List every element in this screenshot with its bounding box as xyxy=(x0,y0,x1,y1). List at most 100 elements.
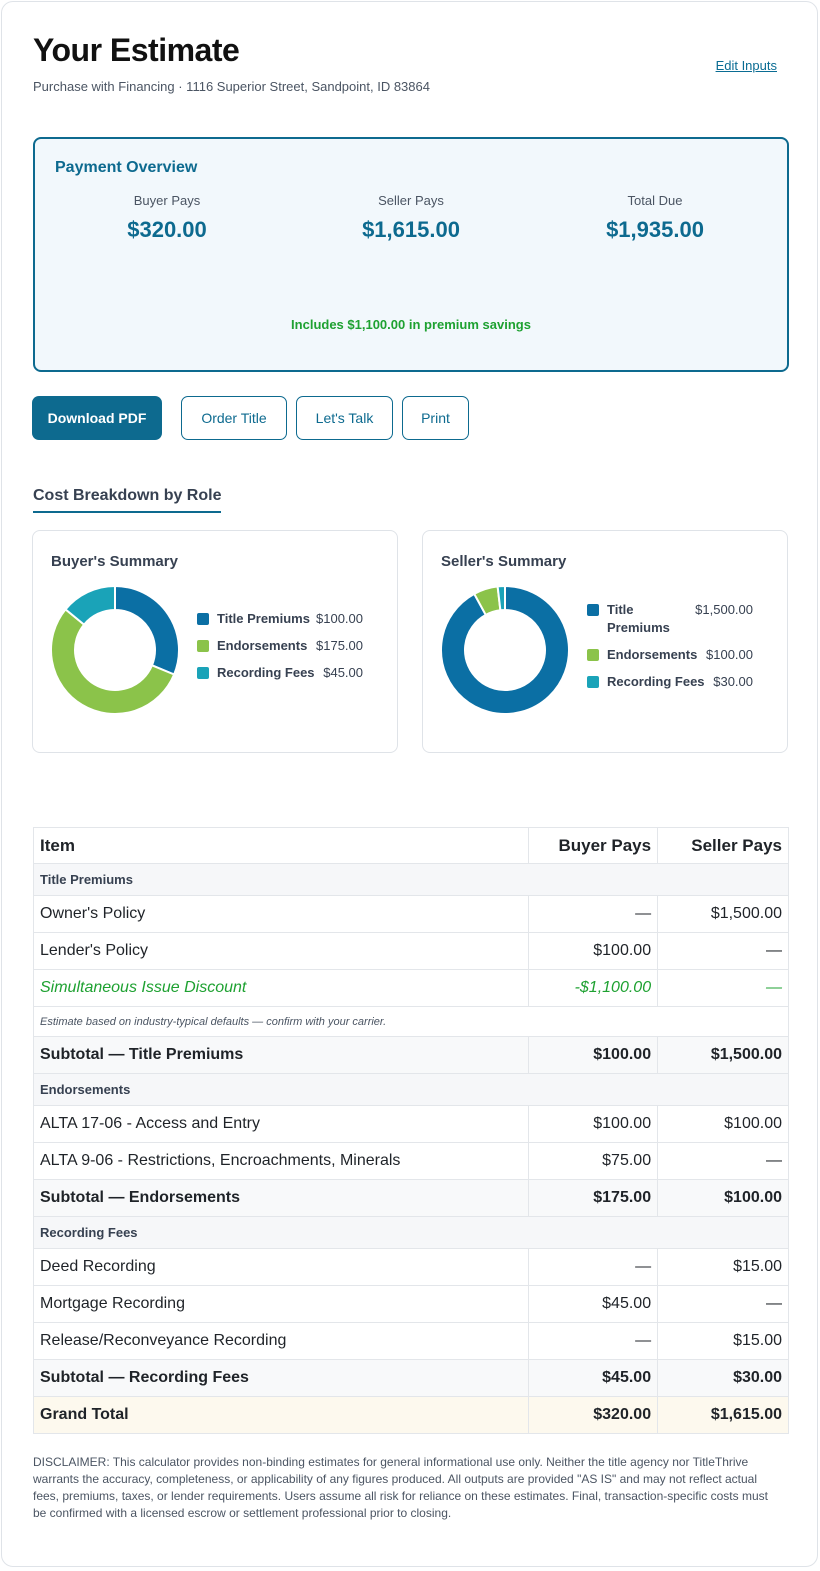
group-title: Endorsements xyxy=(33,1073,789,1106)
legend-swatch xyxy=(197,640,209,652)
stat-value: $1,615.00 xyxy=(362,217,460,242)
item-cell: Grand Total xyxy=(32,1396,530,1434)
legend-label: Recording Fees xyxy=(217,665,315,680)
legend-value: $1,500.00 xyxy=(695,602,753,617)
seller-cell: $100.00 xyxy=(657,1105,789,1143)
total-due-stat: Total Due $1,935.00 xyxy=(535,193,775,243)
seller-cell: $15.00 xyxy=(657,1322,789,1360)
header-seller-pays: Seller Pays xyxy=(657,827,789,864)
page-subtitle: Purchase with Financing · 1116 Superior … xyxy=(33,79,430,94)
seller-summary-title: Seller's Summary xyxy=(441,553,567,570)
savings-note: Includes $1,100.00 in premium savings xyxy=(291,317,531,332)
order-title-button[interactable]: Order Title xyxy=(181,396,287,440)
legend-value: $100.00 xyxy=(706,647,753,662)
group-title: Title Premiums xyxy=(33,863,789,896)
buyer-cell: $45.00 xyxy=(528,1359,659,1397)
payment-overview: Payment Overview Buyer Pays $320.00 Sell… xyxy=(33,137,789,372)
legend-value: $100.00 xyxy=(316,611,363,626)
legend-swatch xyxy=(587,649,599,661)
stat-label: Total Due xyxy=(627,193,683,208)
legend-recording-fees: Recording Fees xyxy=(587,673,705,691)
seller-summary-card: Seller's Summary Title Premiums $1,500.0… xyxy=(422,530,788,753)
legend-title-premiums: Title Premiums xyxy=(587,601,670,637)
seller-cell: — xyxy=(657,932,789,970)
disclaimer-text: DISCLAIMER: This calculator provides non… xyxy=(33,1455,768,1520)
tab-cost-breakdown[interactable]: Cost Breakdown by Role xyxy=(33,487,222,513)
subtotal-row: Subtotal — Title Premiums $100.00 $1,500… xyxy=(32,1036,789,1074)
legend-swatch xyxy=(587,676,599,688)
item-cell: Lender's Policy xyxy=(32,932,530,970)
legend-label: Title Premiums xyxy=(217,611,310,626)
seller-cell: $1,615.00 xyxy=(657,1396,789,1434)
stat-value: $1,935.00 xyxy=(606,217,704,242)
table-row: Release/Reconveyance Recording — $15.00 xyxy=(32,1322,789,1360)
donut-slice-recording-fees xyxy=(64,586,116,627)
item-cell: Owner's Policy xyxy=(32,895,530,933)
legend-value: $30.00 xyxy=(713,674,753,689)
seller-cell: $30.00 xyxy=(657,1359,789,1397)
group-title: Recording Fees xyxy=(33,1216,789,1249)
buyer-cell: -$1,100.00 xyxy=(528,969,659,1007)
stat-value: $320.00 xyxy=(127,217,207,242)
seller-cell: $1,500.00 xyxy=(657,1036,789,1074)
legend-title-premiums: Title Premiums xyxy=(197,610,310,628)
buyer-cell: — xyxy=(528,1248,659,1286)
legend-endorsements: Endorsements xyxy=(587,646,697,664)
legend-endorsements: Endorsements xyxy=(197,637,307,655)
donut-slice-title-premiums xyxy=(114,586,179,676)
table-row: Owner's Policy — $1,500.00 xyxy=(32,895,789,933)
header-buyer-pays: Buyer Pays xyxy=(528,827,659,864)
item-cell: Release/Reconveyance Recording xyxy=(32,1322,530,1360)
legend-label: Title Premiums xyxy=(607,602,670,635)
legend-label: Endorsements xyxy=(217,638,308,653)
lets-talk-button[interactable]: Let's Talk xyxy=(296,396,393,440)
buyer-cell: $100.00 xyxy=(528,1036,659,1074)
buyer-cell: $175.00 xyxy=(528,1179,659,1217)
table-header-row: Item Buyer Pays Seller Pays xyxy=(32,827,789,864)
seller-pays-stat: Seller Pays $1,615.00 xyxy=(291,193,531,243)
cost-breakdown-table: Item Buyer Pays Seller Pays Title Premiu… xyxy=(32,827,789,1434)
table-row: ALTA 17-06 - Access and Entry $100.00 $1… xyxy=(32,1105,789,1143)
donut-slice-title-premiums xyxy=(441,586,569,714)
download-pdf-button[interactable]: Download PDF xyxy=(32,396,162,440)
legend-swatch xyxy=(197,613,209,625)
print-button[interactable]: Print xyxy=(402,396,469,440)
table-row: Mortgage Recording $45.00 — xyxy=(32,1285,789,1323)
legend-recording-fees: Recording Fees xyxy=(197,664,315,682)
edit-inputs-link[interactable]: Edit Inputs xyxy=(715,58,777,73)
item-cell: Deed Recording xyxy=(32,1248,530,1286)
header-item: Item xyxy=(32,827,530,864)
grand-total-row: Grand Total $320.00 $1,615.00 xyxy=(32,1396,789,1434)
buyer-cell: $45.00 xyxy=(528,1285,659,1323)
buyer-cell: $100.00 xyxy=(528,932,659,970)
seller-cell: — xyxy=(657,1285,789,1323)
subtotal-row: Subtotal — Recording Fees $45.00 $30.00 xyxy=(32,1359,789,1397)
note-row: Estimate based on industry-typical defau… xyxy=(33,1006,789,1037)
legend-value: $175.00 xyxy=(316,638,363,653)
overview-title: Payment Overview xyxy=(55,159,198,176)
seller-cell: $1,500.00 xyxy=(657,895,789,933)
item-cell: ALTA 9-06 - Restrictions, Encroachments,… xyxy=(32,1142,530,1180)
seller-cell: $100.00 xyxy=(657,1179,789,1217)
donut-slice-endorsements xyxy=(51,607,176,714)
item-cell: Subtotal — Title Premiums xyxy=(32,1036,530,1074)
page-title: Your Estimate xyxy=(33,32,240,68)
item-cell: ALTA 17-06 - Access and Entry xyxy=(32,1105,530,1143)
table-row: Deed Recording — $15.00 xyxy=(32,1248,789,1286)
buyer-pays-stat: Buyer Pays $320.00 xyxy=(47,193,287,243)
item-cell: Simultaneous Issue Discount xyxy=(32,969,530,1007)
buyer-cell: $100.00 xyxy=(528,1105,659,1143)
seller-donut-chart xyxy=(441,586,569,714)
item-cell: Subtotal — Recording Fees xyxy=(32,1359,530,1397)
table-row: Lender's Policy $100.00 — xyxy=(32,932,789,970)
table-row: ALTA 9-06 - Restrictions, Encroachments,… xyxy=(32,1142,789,1180)
legend-value: $45.00 xyxy=(323,665,363,680)
discount-row: Simultaneous Issue Discount -$1,100.00 — xyxy=(32,969,789,1007)
group-row: Title Premiums xyxy=(33,863,789,896)
seller-cell: — xyxy=(657,969,789,1007)
group-row: Endorsements xyxy=(33,1073,789,1106)
seller-cell: — xyxy=(657,1142,789,1180)
stat-label: Seller Pays xyxy=(378,193,444,208)
buyer-summary-card: Buyer's Summary Title Premiums $100.00 E… xyxy=(32,530,398,753)
